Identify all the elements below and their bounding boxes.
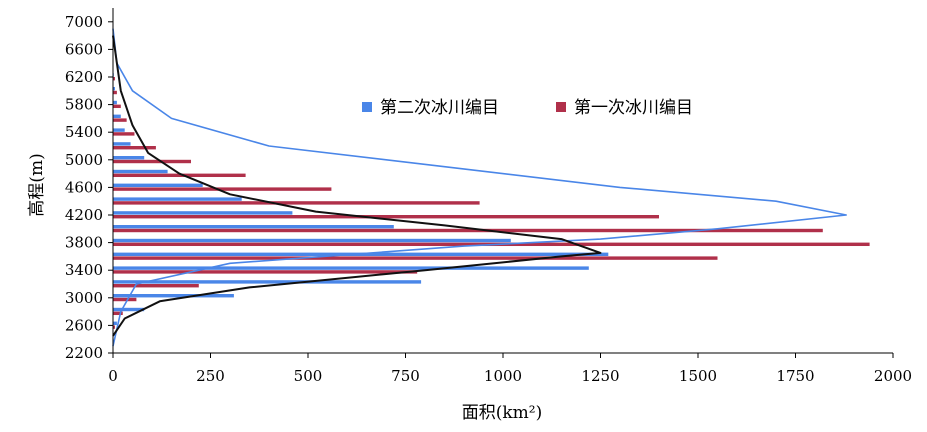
bar-series-1-2800 xyxy=(113,307,145,312)
y-tick-label-5800: 5800 xyxy=(65,96,103,114)
legend-label-series-2: 第一次冰川编目 xyxy=(574,98,693,118)
bar-series-1-4600 xyxy=(113,183,203,188)
x-tick-label-1250: 1250 xyxy=(581,367,619,385)
legend: 第二次冰川编目 第一次冰川编目 xyxy=(362,98,693,118)
bar-series-1-3000 xyxy=(113,294,234,298)
x-tick-label-1500: 1500 xyxy=(679,367,717,385)
bar-series-2-3600 xyxy=(113,256,718,260)
bar-series-1-3400 xyxy=(113,266,589,270)
bar-series-1-2600 xyxy=(113,321,117,326)
bar-series-2-2800 xyxy=(113,311,123,316)
axes-layer xyxy=(112,8,893,354)
y-tick-label-6200: 6200 xyxy=(65,68,103,86)
bar-series-2-5200 xyxy=(113,146,156,150)
bar-series-1-6000 xyxy=(113,87,115,91)
bar-series-2-6200 xyxy=(113,77,115,81)
x-tick-label-250: 250 xyxy=(196,367,225,385)
legend-swatch-series-2 xyxy=(556,102,566,112)
x-tick-label-2000: 2000 xyxy=(874,367,912,385)
bar-series-1-4800 xyxy=(113,169,168,174)
y-tick-label-4200: 4200 xyxy=(65,206,103,224)
y-tick-label-5400: 5400 xyxy=(65,123,103,141)
bar-series-2-4800 xyxy=(113,173,246,178)
bar-series-2-5400 xyxy=(113,132,135,136)
bar-series-2-4200 xyxy=(113,215,659,219)
curve-series-1 xyxy=(112,28,848,347)
bar-series-2-4000 xyxy=(113,228,823,233)
bar-series-2-3400 xyxy=(113,270,418,274)
bar-series-2-4400 xyxy=(113,201,480,205)
x-tick-label-500: 500 xyxy=(294,367,323,385)
x-tick-label-0: 0 xyxy=(108,367,118,385)
bar-series-2-3200 xyxy=(113,284,199,288)
y-axis-title: 高程(m) xyxy=(27,153,47,216)
legend-swatch-series-1 xyxy=(362,102,372,112)
bar-series-2-5800 xyxy=(113,104,121,109)
bar-series-1-4000 xyxy=(113,225,394,229)
bar-series-1-3800 xyxy=(113,238,511,243)
x-axis-title: 面积(km²) xyxy=(462,403,543,423)
legend-label-series-1: 第二次冰川编目 xyxy=(380,98,499,118)
bar-series-1-5800 xyxy=(113,100,117,105)
ticks-layer: 0 250 500 750 1000 1250 1500 1750 2000 2200 2600 30… xyxy=(65,13,912,385)
curves-layer xyxy=(112,28,848,347)
x-tick-label-750: 750 xyxy=(391,367,420,385)
bar-series-1-4200 xyxy=(113,211,293,215)
y-tick-label-3800: 3800 xyxy=(65,234,103,252)
y-tick-label-6600: 6600 xyxy=(65,40,103,58)
bar-series-1-5000 xyxy=(113,156,145,160)
x-tick-label-1750: 1750 xyxy=(776,367,814,385)
y-tick-label-2600: 2600 xyxy=(65,316,103,334)
bar-series-2-3000 xyxy=(113,297,137,302)
bar-series-2-4600 xyxy=(113,187,332,191)
bar-series-1-5200 xyxy=(113,142,131,146)
x-tick-label-1000: 1000 xyxy=(484,367,522,385)
y-tick-label-5000: 5000 xyxy=(65,151,103,169)
bar-series-1-4400 xyxy=(113,197,242,201)
y-tick-label-4600: 4600 xyxy=(65,178,103,196)
bar-series-2-6000 xyxy=(113,90,117,95)
y-tick-label-7000: 7000 xyxy=(65,13,103,31)
bar-series-1-3200 xyxy=(113,280,422,284)
y-tick-label-3400: 3400 xyxy=(65,261,103,279)
bar-series-2-2600 xyxy=(113,325,115,329)
bar-series-2-5600 xyxy=(113,118,127,122)
bar-series-1-5600 xyxy=(113,114,121,119)
y-tick-label-2200: 2200 xyxy=(65,344,103,362)
bar-series-2-5000 xyxy=(113,159,191,164)
bar-series-1-5400 xyxy=(113,128,125,132)
curve-black xyxy=(112,35,602,337)
y-tick-label-3000: 3000 xyxy=(65,289,103,307)
